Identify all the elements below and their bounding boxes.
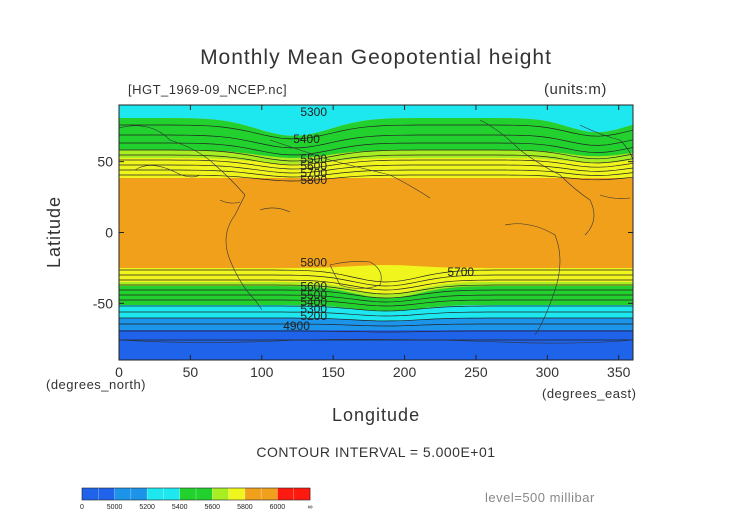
contour-label: 5300 bbox=[300, 302, 327, 316]
contour-line-south bbox=[119, 274, 633, 287]
contour-line-south bbox=[119, 289, 633, 299]
contour-line-north bbox=[119, 164, 634, 174]
contour-line-north bbox=[119, 124, 634, 140]
contour-line-south bbox=[119, 323, 633, 327]
colorbar-segment bbox=[228, 488, 246, 500]
contour-line-south bbox=[119, 311, 633, 317]
x-tick-label: 100 bbox=[250, 364, 274, 380]
band-north-light-green bbox=[119, 150, 633, 164]
file-label: [HGT_1969-09_NCEP.nc] bbox=[128, 82, 288, 97]
coastline bbox=[269, 139, 431, 199]
contour-label: 5700 bbox=[447, 265, 474, 279]
y-unit-label: (degrees_north) bbox=[46, 377, 146, 392]
colorbar-segment bbox=[196, 488, 213, 500]
contour-label: 5600 bbox=[300, 159, 327, 173]
colorbar-segment bbox=[261, 488, 278, 500]
colorbar-label: 0 bbox=[80, 504, 84, 511]
contour-line-north bbox=[119, 134, 634, 149]
band-south-blue bbox=[119, 330, 633, 360]
contour-label: 5400 bbox=[293, 132, 320, 146]
band-south-green bbox=[119, 286, 633, 311]
band-north-cyan bbox=[119, 105, 633, 136]
contour-line-north bbox=[119, 174, 634, 182]
x-tick-label: 150 bbox=[321, 364, 345, 380]
coastline bbox=[118, 125, 263, 311]
colorbar-segment bbox=[179, 488, 197, 500]
x-tick-label: 300 bbox=[536, 364, 560, 380]
colorbar-segment bbox=[82, 488, 99, 500]
contour-line-north bbox=[119, 142, 634, 156]
contour-label: 5600 bbox=[300, 279, 327, 293]
level-label: level=500 millibar bbox=[485, 490, 595, 505]
colorbar-segment bbox=[147, 488, 164, 500]
colorbar-segment bbox=[277, 488, 295, 500]
contour-line-south bbox=[119, 294, 633, 303]
contour-line-south bbox=[119, 279, 633, 291]
y-axis-title: Latitude bbox=[44, 195, 64, 268]
coastline bbox=[118, 339, 634, 344]
contour-label: 5200 bbox=[300, 309, 327, 323]
contour-label: 5500 bbox=[300, 288, 327, 302]
contour-label: 5800 bbox=[300, 173, 327, 187]
coastline bbox=[579, 124, 634, 161]
colorbar-frame bbox=[81, 487, 311, 501]
x-axis-title: Longitude bbox=[332, 405, 421, 425]
colorbar-segment bbox=[130, 488, 148, 500]
contour-label: 5800 bbox=[300, 255, 327, 269]
colorbar-label: 5800 bbox=[237, 504, 253, 511]
colorbar-segment bbox=[98, 488, 115, 500]
contour-label: 5700 bbox=[300, 166, 327, 180]
contour-line-south bbox=[119, 305, 633, 312]
x-tick-label: 50 bbox=[183, 364, 199, 380]
colorbar-segment bbox=[293, 488, 311, 500]
contour-label: 4900 bbox=[283, 319, 310, 333]
coastline bbox=[219, 199, 291, 213]
coastline bbox=[329, 261, 382, 289]
x-tick-label: 350 bbox=[607, 364, 631, 380]
colorbar-label: 5000 bbox=[107, 504, 123, 511]
contour-line-south bbox=[119, 299, 633, 307]
x-unit-label: (degrees_east) bbox=[542, 386, 637, 401]
coastline bbox=[134, 165, 201, 178]
colorbar-label: 6000 bbox=[270, 504, 286, 511]
contour-line-south bbox=[119, 284, 633, 295]
colorbar-segment bbox=[244, 488, 262, 500]
contour-line-north bbox=[119, 169, 634, 178]
colorbar-segment bbox=[212, 488, 229, 500]
y-tick-label: -50 bbox=[93, 295, 113, 311]
x-tick-label: 250 bbox=[464, 364, 488, 380]
coastline bbox=[479, 119, 595, 236]
x-tick-label: 200 bbox=[393, 364, 417, 380]
units-label: (units:m) bbox=[544, 81, 607, 98]
y-tick-label: 0 bbox=[105, 225, 113, 241]
chart-title: Monthly Mean Geopotential height bbox=[200, 46, 552, 69]
band-south-cyan bbox=[119, 305, 633, 321]
colorbar-segment bbox=[163, 488, 181, 500]
contour-label: 5500 bbox=[300, 152, 327, 166]
colorbar-label: ∞ bbox=[308, 504, 313, 511]
contour-label: 5300 bbox=[300, 105, 327, 119]
coastline bbox=[599, 194, 631, 199]
colorbar-label: 5200 bbox=[139, 504, 155, 511]
contour-line-south bbox=[119, 269, 633, 283]
coastline bbox=[504, 223, 561, 336]
contour-line-north bbox=[119, 149, 634, 162]
contour-line-south bbox=[119, 330, 633, 333]
x-tick-label: 0 bbox=[115, 364, 123, 380]
band-south-yellow bbox=[119, 265, 633, 294]
contour-line-south bbox=[119, 317, 633, 322]
contour-interval-note: CONTOUR INTERVAL = 5.000E+01 bbox=[256, 444, 496, 460]
band-south-mid-blue bbox=[119, 318, 633, 330]
y-tick-label: 50 bbox=[97, 154, 113, 170]
contour-line-north bbox=[119, 154, 634, 166]
contour-line-north bbox=[119, 159, 634, 170]
contour-label: 5400 bbox=[300, 295, 327, 309]
colorbar-label: 5400 bbox=[172, 504, 188, 511]
colorbar-label: 5600 bbox=[204, 504, 220, 511]
colorbar-segment bbox=[114, 488, 132, 500]
